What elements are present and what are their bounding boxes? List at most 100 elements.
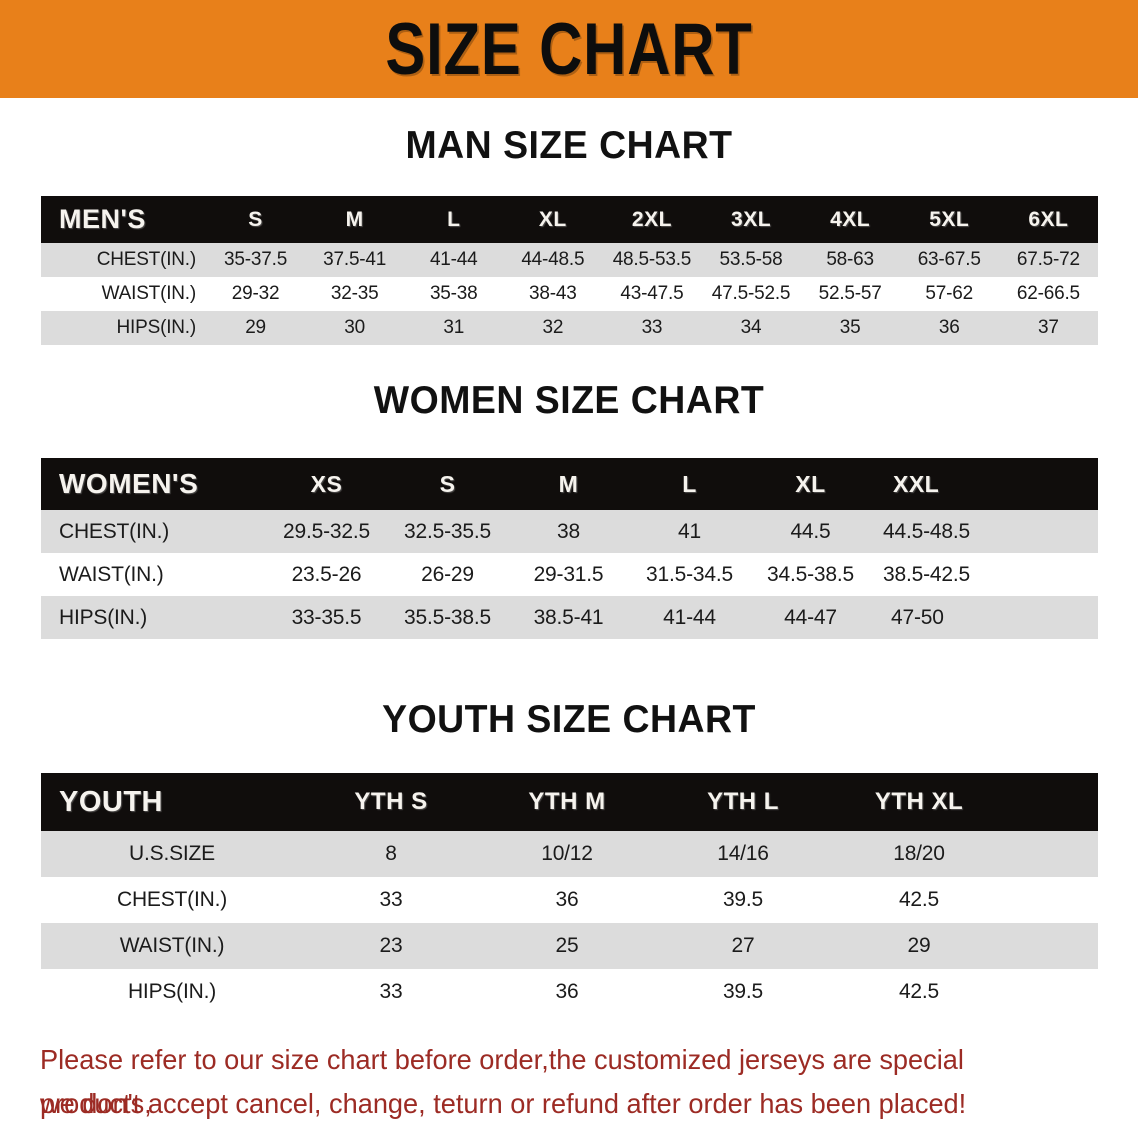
youth-chest-m: 36 bbox=[479, 877, 655, 923]
youth-ussize-l: 14/16 bbox=[655, 831, 831, 877]
women-col-header-xs: XS bbox=[266, 458, 387, 510]
disclaimer-line-1: Please refer to our size chart before or… bbox=[40, 1044, 964, 1119]
women-hips-l: 41-44 bbox=[629, 596, 750, 639]
women-chest-m: 38 bbox=[508, 510, 629, 553]
man-hips-4xl: 35 bbox=[800, 311, 900, 345]
table-row: WAIST(IN.) 29-32 32-35 35-38 38-43 43-47… bbox=[41, 277, 1098, 311]
man-size-table: MEN'S S M L XL 2XL 3XL 4XL 5XL 6XL CHEST… bbox=[41, 196, 1098, 345]
youth-table-body: YOUTH YTH S YTH M YTH L YTH XL U.S.SIZE … bbox=[41, 773, 1098, 1015]
man-table-header-row: MEN'S S M L XL 2XL 3XL 4XL 5XL 6XL bbox=[41, 196, 1098, 243]
man-hips-s: 29 bbox=[206, 311, 306, 345]
man-corner-label: MEN'S bbox=[41, 196, 207, 243]
youth-row-label-hips: HIPS(IN.) bbox=[41, 969, 303, 1015]
youth-row-spacer bbox=[1007, 969, 1098, 1015]
youth-ussize-xl: 18/20 bbox=[831, 831, 1007, 877]
youth-row-spacer bbox=[1007, 923, 1098, 969]
youth-col-header-xl: YTH XL bbox=[831, 773, 1007, 831]
youth-waist-l: 27 bbox=[655, 923, 831, 969]
man-col-header-3xl: 3XL bbox=[701, 196, 801, 243]
youth-waist-m: 25 bbox=[479, 923, 655, 969]
man-hips-xl: 32 bbox=[503, 311, 603, 345]
table-row: U.S.SIZE 8 10/12 14/16 18/20 bbox=[41, 831, 1098, 877]
women-waist-xxl: 38.5-42.5 bbox=[871, 553, 1098, 596]
man-chest-6xl: 67.5-72 bbox=[998, 243, 1098, 277]
women-section-title: WOMEN SIZE CHART bbox=[373, 379, 765, 422]
women-chest-xl: 44.5 bbox=[750, 510, 871, 553]
man-waist-6xl: 62-66.5 bbox=[998, 277, 1098, 311]
youth-hips-l: 39.5 bbox=[655, 969, 831, 1015]
women-hips-xxl: 47-50 bbox=[871, 596, 1098, 639]
youth-col-header-m: YTH M bbox=[479, 773, 655, 831]
women-chest-xxl: 44.5-48.5 bbox=[871, 510, 1098, 553]
women-col-header-l: L bbox=[629, 458, 750, 510]
man-chest-m: 37.5-41 bbox=[305, 243, 405, 277]
women-col-header-xxl: XXL bbox=[871, 458, 1098, 510]
women-col-header-xl: XL bbox=[750, 458, 871, 510]
women-hips-m: 38.5-41 bbox=[508, 596, 629, 639]
table-row: CHEST(IN.) 35-37.5 37.5-41 41-44 44-48.5… bbox=[41, 243, 1098, 277]
youth-row-label-waist: WAIST(IN.) bbox=[41, 923, 303, 969]
women-hips-xs: 33-35.5 bbox=[266, 596, 387, 639]
women-row-label-chest: CHEST(IN.) bbox=[41, 510, 266, 553]
man-section-title: MAN SIZE CHART bbox=[405, 124, 733, 167]
women-table-body: WOMEN'S XS S M L XL XXL CHEST(IN.) 29.5-… bbox=[41, 458, 1098, 639]
man-col-header-6xl: 6XL bbox=[998, 196, 1098, 243]
women-row-label-hips: HIPS(IN.) bbox=[41, 596, 266, 639]
man-hips-5xl: 36 bbox=[899, 311, 999, 345]
women-hips-xl: 44-47 bbox=[750, 596, 871, 639]
man-waist-m: 32-35 bbox=[305, 277, 405, 311]
man-col-header-2xl: 2XL bbox=[602, 196, 702, 243]
man-row-label-chest: CHEST(IN.) bbox=[41, 243, 207, 277]
man-hips-3xl: 34 bbox=[701, 311, 801, 345]
youth-col-header-s: YTH S bbox=[303, 773, 479, 831]
women-size-table: WOMEN'S XS S M L XL XXL CHEST(IN.) 29.5-… bbox=[41, 458, 1098, 639]
women-chest-s: 32.5-35.5 bbox=[387, 510, 508, 553]
youth-col-header-l: YTH L bbox=[655, 773, 831, 831]
man-chest-l: 41-44 bbox=[404, 243, 504, 277]
women-chest-l: 41 bbox=[629, 510, 750, 553]
man-hips-6xl: 37 bbox=[998, 311, 1098, 345]
man-col-header-xl: XL bbox=[503, 196, 603, 243]
women-waist-xl: 34.5-38.5 bbox=[750, 553, 871, 596]
women-row-label-waist: WAIST(IN.) bbox=[41, 553, 266, 596]
man-hips-2xl: 33 bbox=[602, 311, 702, 345]
youth-row-label-chest: CHEST(IN.) bbox=[41, 877, 303, 923]
youth-row-label-ussize: U.S.SIZE bbox=[41, 831, 303, 877]
youth-corner-label: YOUTH bbox=[41, 773, 303, 831]
women-table-header-row: WOMEN'S XS S M L XL XXL bbox=[41, 458, 1098, 510]
man-waist-s: 29-32 bbox=[206, 277, 306, 311]
youth-waist-s: 23 bbox=[303, 923, 479, 969]
women-waist-m: 29-31.5 bbox=[508, 553, 629, 596]
women-hips-s: 35.5-38.5 bbox=[387, 596, 508, 639]
disclaimer-line-2: we don't accept cancel, change, teturn o… bbox=[40, 1088, 967, 1119]
women-chest-xs: 29.5-32.5 bbox=[266, 510, 387, 553]
youth-row-spacer bbox=[1007, 877, 1098, 923]
table-row: WAIST(IN.) 23.5-26 26-29 29-31.5 31.5-34… bbox=[41, 553, 1098, 596]
man-hips-l: 31 bbox=[404, 311, 504, 345]
youth-hips-s: 33 bbox=[303, 969, 479, 1015]
man-row-label-waist: WAIST(IN.) bbox=[41, 277, 207, 311]
youth-waist-xl: 29 bbox=[831, 923, 1007, 969]
table-row: HIPS(IN.) 33 36 39.5 42.5 bbox=[41, 969, 1098, 1015]
women-col-header-s: S bbox=[387, 458, 508, 510]
youth-header-spacer bbox=[1007, 773, 1098, 831]
man-table-body: MEN'S S M L XL 2XL 3XL 4XL 5XL 6XL CHEST… bbox=[41, 196, 1098, 345]
youth-hips-xl: 42.5 bbox=[831, 969, 1007, 1015]
table-row: HIPS(IN.) 29 30 31 32 33 34 35 36 37 bbox=[41, 311, 1098, 345]
man-waist-5xl: 57-62 bbox=[899, 277, 999, 311]
man-chest-2xl: 48.5-53.5 bbox=[602, 243, 702, 277]
women-waist-s: 26-29 bbox=[387, 553, 508, 596]
youth-chest-l: 39.5 bbox=[655, 877, 831, 923]
women-corner-label: WOMEN'S bbox=[41, 458, 266, 510]
youth-section-title: YOUTH SIZE CHART bbox=[382, 698, 756, 741]
women-col-header-m: M bbox=[508, 458, 629, 510]
youth-row-spacer bbox=[1007, 831, 1098, 877]
man-col-header-5xl: 5XL bbox=[899, 196, 999, 243]
table-row: CHEST(IN.) 33 36 39.5 42.5 bbox=[41, 877, 1098, 923]
man-chest-4xl: 58-63 bbox=[800, 243, 900, 277]
man-col-header-s: S bbox=[206, 196, 306, 243]
man-col-header-m: M bbox=[305, 196, 405, 243]
man-waist-xl: 38-43 bbox=[503, 277, 603, 311]
youth-ussize-m: 10/12 bbox=[479, 831, 655, 877]
